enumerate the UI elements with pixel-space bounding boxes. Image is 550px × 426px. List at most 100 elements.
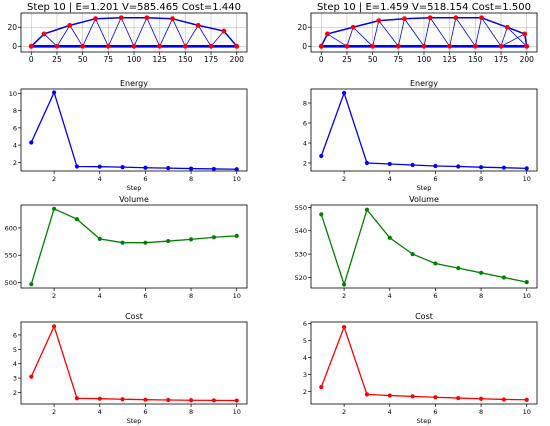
y-tick-label: 8 — [13, 107, 17, 115]
truss-web-member — [107, 17, 122, 47]
truss-node — [447, 43, 453, 49]
x-tick-label: 125 — [443, 55, 458, 64]
x-tick-label: 2 — [342, 292, 346, 300]
x-tick-label: 8 — [189, 175, 193, 183]
data-point — [97, 164, 102, 169]
truss-web-member — [474, 17, 482, 47]
truss-node — [144, 15, 150, 21]
truss-node — [325, 31, 330, 37]
data-point — [342, 90, 347, 96]
truss-node — [28, 43, 34, 49]
chart-panel-3: Energy 2 4 6 8 10 2 4 6 8 10 Step — [9, 79, 248, 192]
data-point — [52, 324, 57, 329]
truss-node — [118, 15, 124, 21]
y-tick-label: 2 — [303, 160, 307, 168]
y-tick-label: 600 — [5, 224, 17, 232]
data-point — [364, 207, 370, 212]
x-tick-label: 8 — [189, 408, 193, 416]
axes-frame — [20, 204, 248, 289]
truss-web-member — [378, 20, 399, 47]
truss-node — [131, 43, 137, 49]
axes-frame — [20, 321, 248, 405]
data-point — [52, 90, 57, 95]
x-tick-label: 4 — [98, 175, 102, 183]
x-tick-label: 75 — [394, 55, 404, 64]
truss-node — [318, 43, 324, 49]
chart-title: Volume — [119, 195, 149, 204]
truss-web-member — [69, 25, 83, 47]
data-point — [29, 374, 34, 379]
chart-title: Step 10 | E=1.201 V=585.465 Cost=1.440 — [27, 2, 241, 13]
x-tick-label: 50 — [368, 55, 378, 64]
data-point — [97, 396, 102, 401]
x-tick-label: 100 — [127, 55, 142, 64]
chart-title: Energy — [120, 79, 148, 88]
x-tick-label: 2 — [52, 175, 56, 183]
data-point — [120, 397, 125, 402]
x-tick-label: 6 — [143, 292, 147, 300]
data-point — [211, 398, 216, 403]
x-tick-label: 10 — [523, 292, 531, 300]
truss-node — [402, 16, 407, 22]
data-point — [143, 397, 148, 402]
x-tick-label: 10 — [523, 408, 531, 416]
data-point — [120, 165, 125, 170]
x-tick-label: 2 — [342, 175, 346, 183]
truss-node — [376, 18, 382, 24]
truss-web-member — [120, 17, 135, 47]
truss-top-chord — [30, 17, 238, 47]
truss-node — [504, 24, 510, 30]
y-tick-label: 540 — [295, 227, 307, 235]
data-point — [211, 166, 216, 172]
truss-node — [170, 16, 175, 22]
truss-web-member — [185, 25, 199, 47]
truss-web-member — [327, 33, 348, 47]
y-tick-label: 2 — [13, 389, 17, 397]
truss-node — [370, 43, 376, 49]
data-point — [478, 396, 484, 401]
truss-web-member — [423, 17, 431, 47]
y-tick-label: 2 — [303, 388, 307, 396]
truss-node — [453, 15, 459, 21]
data-point — [342, 282, 347, 287]
truss-node — [344, 43, 350, 49]
y-tick-label: 0 — [302, 42, 307, 51]
truss-node — [67, 22, 73, 28]
truss-web-member — [210, 30, 225, 47]
y-tick-label: 2 — [13, 159, 17, 167]
x-tick-label: 0 — [29, 55, 34, 64]
truss-node — [395, 43, 401, 49]
data-point — [387, 235, 392, 240]
data-point — [456, 266, 461, 271]
y-tick-label: 5 — [303, 337, 307, 345]
data-point — [319, 384, 324, 390]
y-tick-label: 20 — [7, 23, 17, 32]
data-point — [410, 251, 415, 257]
x-tick-label: 150 — [468, 55, 483, 64]
x-tick-label: 150 — [178, 55, 193, 64]
y-tick-label: 4 — [13, 360, 17, 368]
truss-node — [522, 31, 528, 37]
y-tick-label: 0 — [12, 42, 17, 51]
y-tick-label: 550 — [295, 204, 307, 212]
x-tick-label: 175 — [204, 55, 219, 64]
series-line — [320, 325, 527, 401]
x-tick-label: 0 — [319, 55, 324, 64]
data-point — [120, 240, 125, 245]
data-point — [456, 164, 461, 169]
truss-web-member — [449, 17, 457, 47]
data-point — [387, 161, 392, 167]
truss-web-member — [481, 17, 502, 47]
y-tick-label: 4 — [303, 140, 307, 148]
data-point — [29, 140, 34, 145]
x-tick-label: 10 — [233, 408, 241, 416]
chart-title: Volume — [409, 195, 439, 204]
data-point — [524, 166, 529, 171]
data-point — [319, 153, 324, 159]
truss-node — [182, 43, 188, 49]
x-axis-label: Step — [417, 184, 432, 192]
axes-frame — [310, 88, 538, 172]
data-point — [143, 240, 148, 245]
x-tick-label: 6 — [433, 175, 437, 183]
